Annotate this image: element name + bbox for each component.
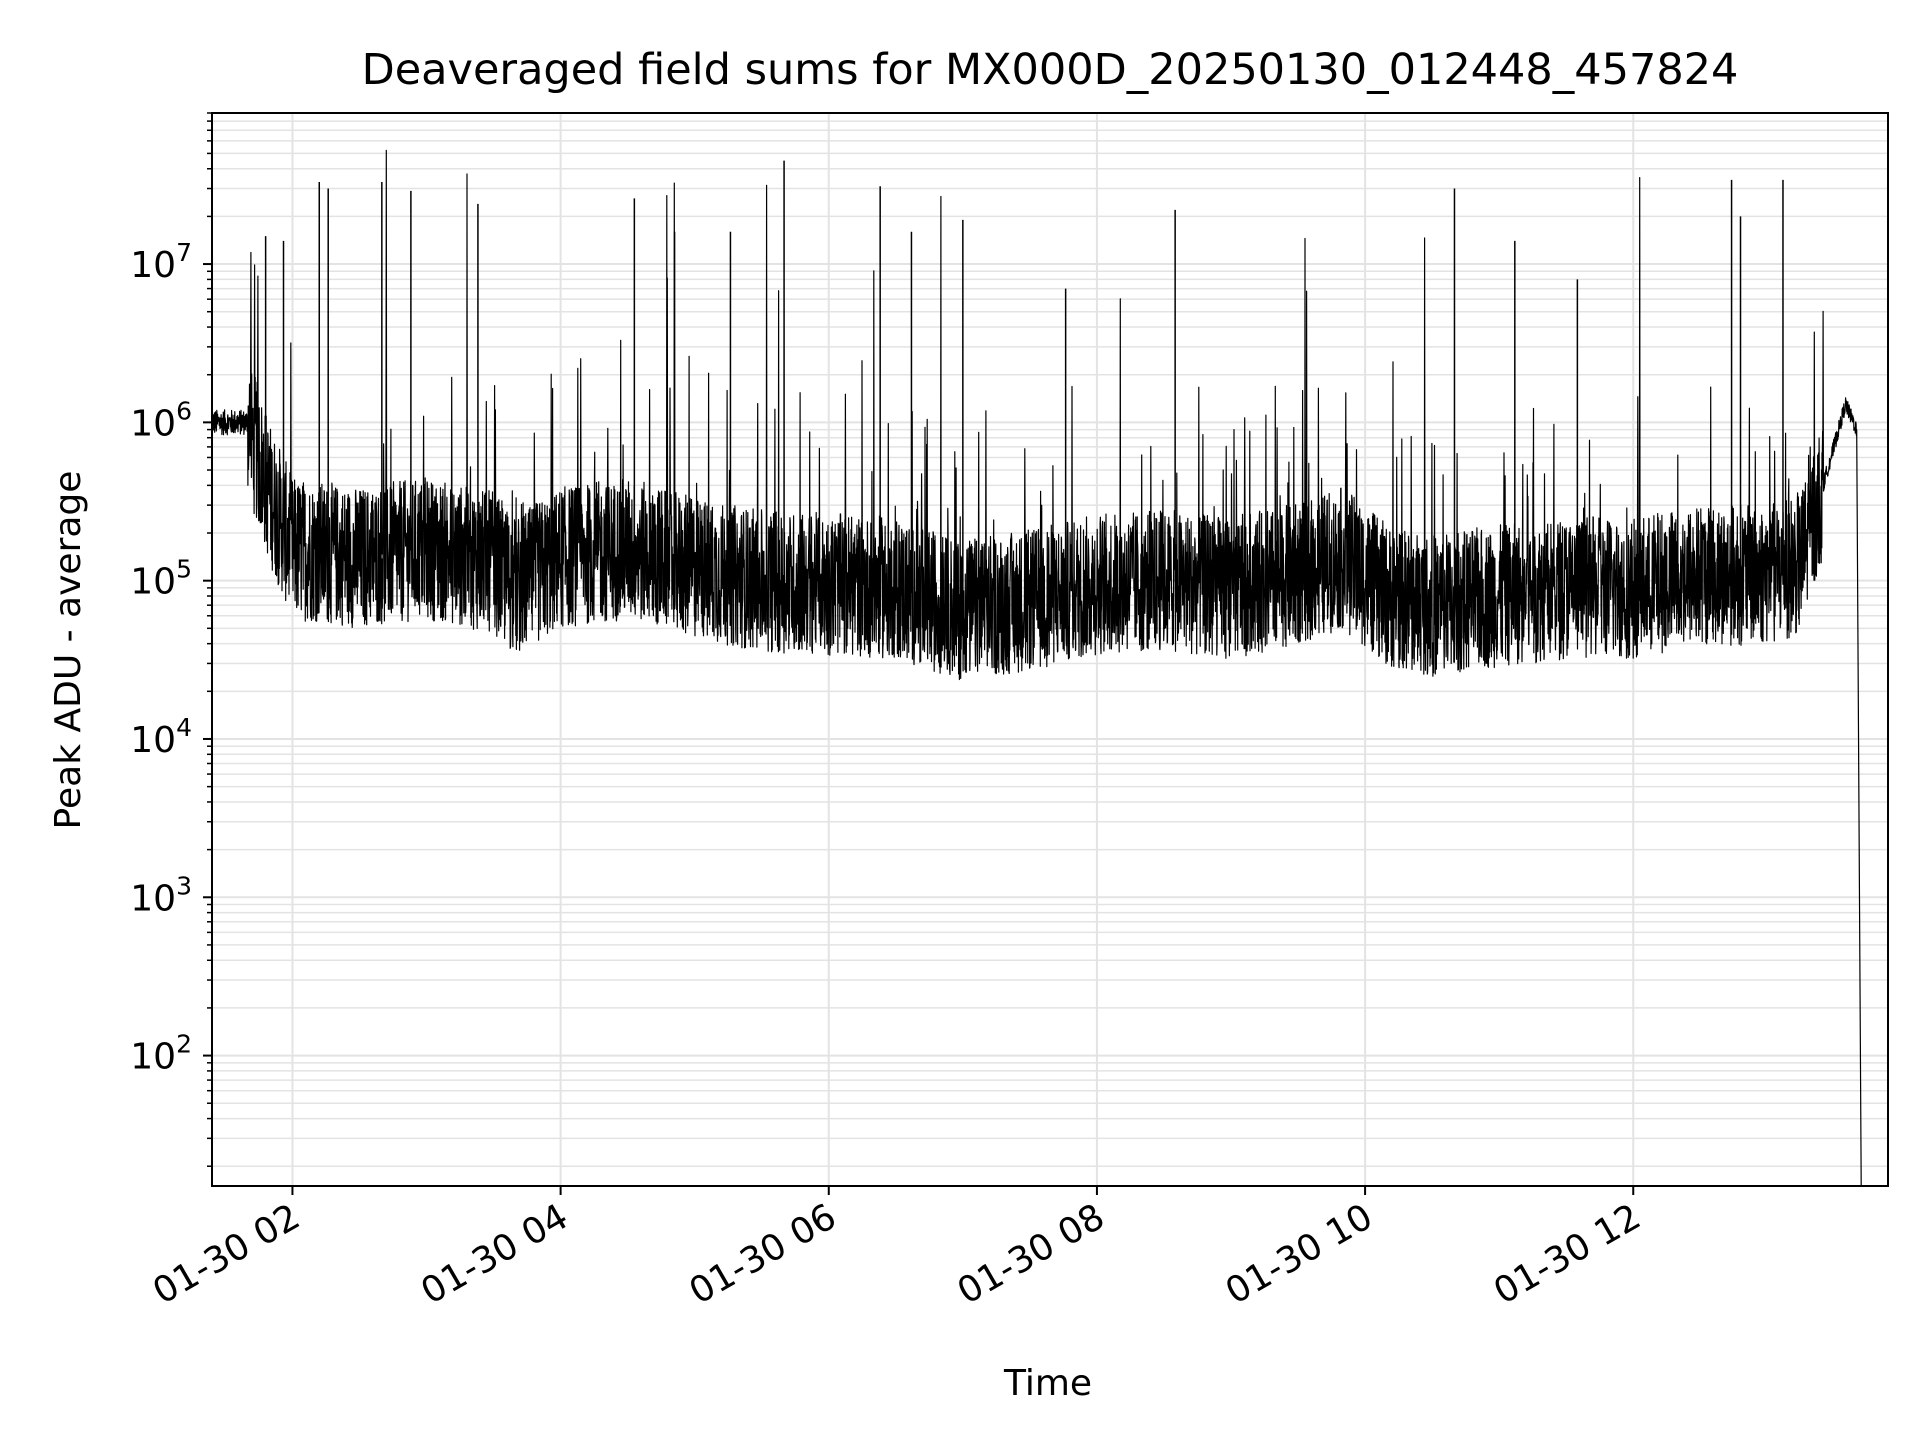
y-tick-label: 105	[130, 555, 192, 603]
y-tick-label: 103	[130, 871, 192, 919]
y-tick-label: 107	[130, 238, 192, 286]
series-layer	[211, 149, 1862, 1187]
y-tick-label: 102	[130, 1030, 192, 1078]
y-tick-label: 106	[130, 396, 192, 444]
y-tick-label: 104	[130, 713, 192, 761]
y-axis: 102 103 104 105 106 107	[130, 112, 212, 1167]
x-axis-label: Time	[1003, 1363, 1092, 1404]
y-axis-label: Peak ADU - average	[48, 471, 89, 830]
chart-title: Deaveraged field sums for MX000D_2025013…	[362, 45, 1739, 95]
series-line	[211, 149, 1862, 1187]
plot-frame	[211, 112, 1889, 1187]
